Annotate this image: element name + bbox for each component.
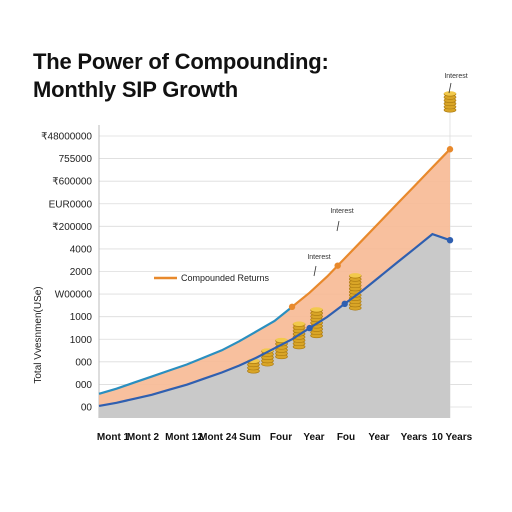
invested-marker <box>446 236 454 244</box>
interest-annotation: Interest <box>307 254 330 261</box>
chart-title-line2: Monthly SIP Growth <box>33 77 238 102</box>
y-tick-label: W00000 <box>55 290 93 301</box>
coin-top <box>444 91 456 96</box>
annotation-arrow <box>448 82 452 94</box>
y-tick-label: 1000 <box>70 335 93 346</box>
coin-top <box>275 337 288 343</box>
coin-stack <box>443 91 457 113</box>
markers <box>288 146 454 332</box>
invested-line <box>98 232 451 407</box>
chart-title-line1: The Power of Compounding: <box>33 49 329 74</box>
invested-marker <box>306 324 313 332</box>
interest-annotation: Interest <box>444 73 467 80</box>
y-tick-label: ₹600000 <box>52 177 92 188</box>
x-tick-label: Sum <box>239 432 261 443</box>
y-axis-ticks: ₹48000000 755000 ₹600000 EUR0000 ₹200000 4000… <box>41 132 92 414</box>
annotations: Interest Interest Interest <box>307 73 468 277</box>
y-tick-label: 2000 <box>70 267 93 278</box>
coin-stack <box>275 337 288 360</box>
legend-label: Compounded Returns <box>181 273 270 283</box>
y-tick-label: 000 <box>75 380 92 391</box>
interest-annotation: Interest <box>330 208 353 215</box>
y-tick-label: 1000 <box>70 312 93 323</box>
annotation-arrow <box>313 265 317 277</box>
x-tick-label: Mont 1 <box>97 432 130 443</box>
invested-area <box>99 234 450 418</box>
coin-top <box>310 307 323 312</box>
annotation-arrow <box>336 220 340 232</box>
invested-marker <box>341 300 348 308</box>
coin-stack <box>261 348 274 367</box>
y-tick-label: ₹200000 <box>52 222 92 233</box>
x-tick-label: Mont 24 <box>199 432 237 443</box>
returns-marker <box>446 146 454 153</box>
legend: Compounded Returns <box>154 273 270 283</box>
series-lines <box>98 148 451 407</box>
y-tick-label: 755000 <box>59 154 93 165</box>
x-tick-label: Years <box>401 432 428 443</box>
y-tick-label: 00 <box>81 403 93 414</box>
x-tick-label: Mont 12 <box>165 432 203 443</box>
returns-marker <box>334 262 341 269</box>
chart-title: The Power of Compounding: Monthly SIP Gr… <box>33 48 329 104</box>
coin-top <box>349 273 362 278</box>
compounded-returns-line <box>291 148 451 308</box>
y-tick-label: ₹48000000 <box>41 132 92 143</box>
coin-stack <box>310 307 323 339</box>
x-tick-label: Year <box>368 432 389 443</box>
y-tick-label: EUR0000 <box>49 199 93 210</box>
y-tick-label: 000 <box>75 357 92 368</box>
x-tick-label: Four <box>270 432 292 443</box>
coin-top <box>293 321 306 326</box>
x-tick-label: Mont 2 <box>127 432 160 443</box>
y-axis-label: Total Vvesnmen(USe) <box>33 286 44 383</box>
x-tick-label: Year <box>303 432 324 443</box>
early-returns-line <box>98 306 293 395</box>
areas <box>99 149 450 418</box>
x-tick-label: 10 Years <box>432 432 473 443</box>
returns-marker <box>288 303 296 311</box>
coin-stack <box>247 358 260 374</box>
y-tick-label: 4000 <box>70 244 93 255</box>
x-tick-label: Fou <box>337 432 355 443</box>
